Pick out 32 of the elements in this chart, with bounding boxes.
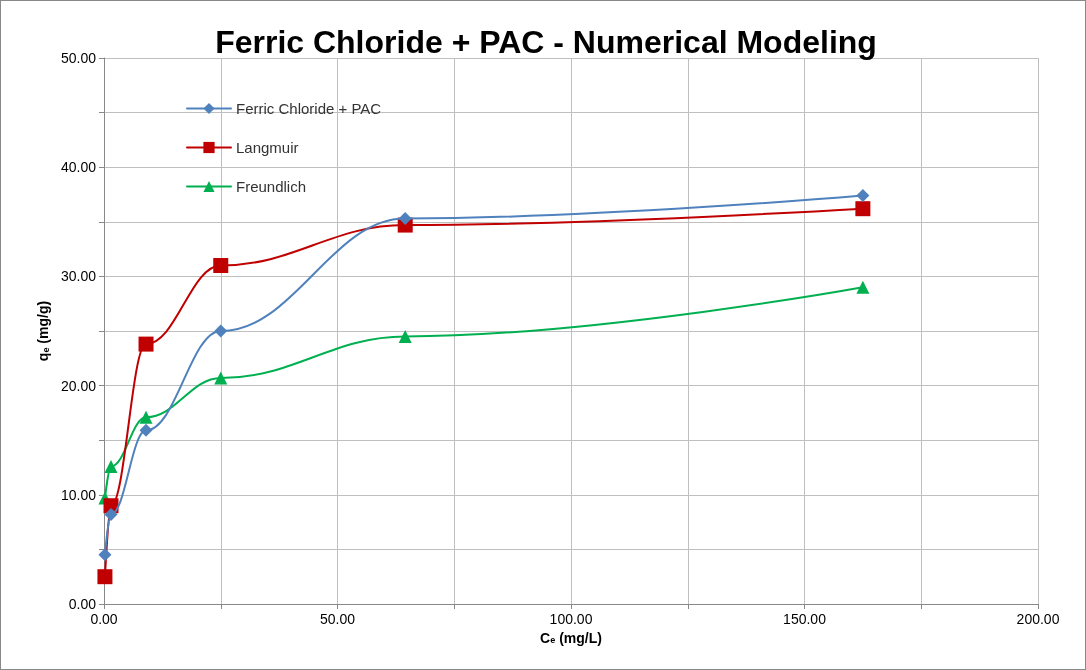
legend-label: Freundlich [236,178,307,195]
legend-label: Ferric Chloride + PAC [236,100,382,117]
point [856,189,870,203]
point [98,548,112,562]
x-tick-label: 200.00 [1016,611,1060,627]
x-tick-label: 0.00 [90,611,118,627]
y-tick-label: 0.00 [68,596,97,612]
y-tick-label: 10.00 [60,486,97,503]
point [856,280,870,294]
y-tick-label: 50.00 [60,50,97,66]
chart-title: Ferric Chloride + PAC - Numerical Modeling [215,24,877,60]
point [104,459,118,473]
y-tick-label: 40.00 [60,159,97,176]
point [855,201,871,217]
x-axis-title: Ce (mg/L) [540,629,602,646]
y-axis-title: qe (mg/g) [35,300,52,362]
legend-label: Langmuir [236,139,299,156]
y-tick-label: 20.00 [60,377,97,394]
point [213,257,229,273]
point [398,329,412,343]
y-tick-label: 30.00 [60,268,97,285]
point [139,423,153,437]
x-tick-label: 150.00 [783,611,827,627]
point [104,507,118,521]
point [139,410,153,424]
point [214,371,228,385]
x-tick-label: 50.00 [319,611,356,627]
point [138,336,154,352]
point [214,324,228,338]
point [398,212,412,226]
x-tick-label: 100.00 [549,611,593,627]
point [97,569,113,585]
